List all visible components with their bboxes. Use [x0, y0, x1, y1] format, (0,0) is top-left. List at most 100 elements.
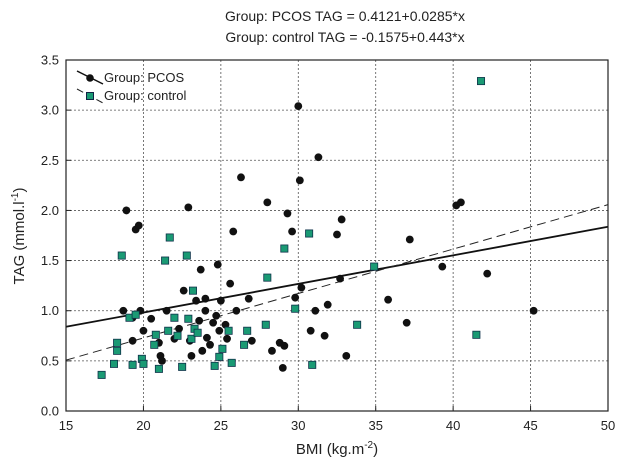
pcos-point: [336, 274, 344, 283]
x-tick-label: 35: [368, 418, 382, 433]
control-regression-line: [65, 204, 609, 361]
control-point: [178, 362, 187, 371]
title-line-1: Group: PCOS TAG = 0.4121+0.0285*x: [225, 8, 465, 24]
pcos-point: [215, 326, 224, 335]
plot-frame: [65, 59, 609, 412]
pcos-point: [280, 341, 289, 350]
control-point: [117, 251, 126, 260]
pcos-point: [232, 306, 241, 315]
control-point: [165, 233, 174, 242]
pcos-point: [201, 306, 210, 315]
pcos-point: [529, 306, 538, 315]
pcos-point: [223, 334, 231, 343]
pcos-point: [216, 296, 225, 305]
x-axis-ticks: 15 20 25 30 35 40 45 50: [59, 406, 615, 433]
control-point: [170, 313, 179, 322]
pcos-point: [195, 316, 204, 325]
control-point: [113, 338, 122, 347]
pcos-point: [268, 346, 276, 355]
control-point: [308, 360, 317, 369]
pcos-point: [209, 318, 218, 327]
x-tick-label: 15: [59, 418, 73, 433]
control-point: [477, 77, 486, 86]
pcos-point: [456, 198, 465, 207]
pcos-point: [134, 221, 143, 230]
pcos-point: [229, 227, 238, 236]
pcos-point: [179, 286, 188, 295]
y-tick-label: 2.5: [41, 153, 59, 168]
control-point: [291, 304, 300, 313]
control-point: [128, 360, 137, 369]
x-tick-label: 20: [136, 418, 150, 433]
pcos-point: [402, 318, 411, 327]
pcos-point: [162, 306, 171, 315]
control-point: [224, 326, 233, 335]
control-point: [97, 370, 106, 379]
pcos-point: [306, 326, 315, 335]
control-point: [164, 326, 173, 335]
pcos-point: [294, 102, 303, 111]
control-point: [215, 352, 224, 361]
pcos-point: [314, 153, 323, 162]
y-tick-label: 0.0: [41, 404, 59, 419]
pcos-point: [184, 203, 193, 212]
pcos-point: [221, 320, 230, 329]
control-point: [187, 334, 196, 343]
pcos-point: [203, 333, 211, 342]
y-tick-label: 3.5: [41, 53, 59, 68]
pcos-point: [247, 336, 256, 345]
y-tick-label: 1.5: [41, 253, 59, 268]
control-point: [182, 251, 191, 260]
y-axis-ticks: 0.0 0.5 1.0 1.5 2.0 2.5 3.0 3.5: [41, 53, 71, 419]
pcos-point: [405, 235, 414, 244]
control-point: [218, 344, 227, 353]
regression-lines: [65, 204, 609, 361]
pcos-point: [122, 206, 131, 215]
control-point: [472, 330, 481, 339]
pcos-point: [139, 326, 148, 335]
pcos-point: [187, 351, 196, 360]
x-axis-label: BMI (kg.m-2): [296, 440, 378, 458]
control-point: [173, 331, 182, 340]
chart-title: Group: PCOS TAG = 0.4121+0.0285*x Group:…: [225, 8, 465, 45]
pcos-point: [263, 198, 272, 207]
pcos-point: [198, 346, 207, 355]
pcos-point: [119, 306, 128, 315]
pcos-point: [147, 314, 156, 323]
y-tick-label: 2.0: [41, 203, 59, 218]
legend-control-label: Group: control: [104, 88, 186, 103]
x-tick-label: 25: [214, 418, 228, 433]
control-point: [210, 361, 219, 370]
pcos-point: [237, 173, 245, 182]
pcos-point: [295, 176, 304, 185]
data-points: [97, 77, 538, 379]
control-point: [353, 320, 362, 329]
pcos-point: [342, 351, 351, 360]
pcos-point: [175, 324, 183, 333]
control-point: [151, 330, 160, 339]
y-axis-label: TAG (mmol.l-1): [10, 188, 28, 285]
control-point: [113, 346, 122, 355]
control-point: [188, 286, 197, 295]
pcos-point: [337, 215, 346, 224]
pcos-point: [320, 331, 329, 340]
legend: Group: PCOS Group: control: [76, 70, 186, 104]
control-point: [305, 229, 314, 238]
y-tick-label: 3.0: [41, 103, 59, 118]
control-point: [161, 256, 170, 265]
x-tick-label: 45: [523, 418, 537, 433]
control-point: [280, 244, 289, 253]
control-point: [227, 358, 236, 367]
control-point: [370, 262, 379, 271]
pcos-point: [158, 356, 166, 365]
legend-pcos-marker: [86, 74, 94, 82]
control-point: [110, 359, 119, 368]
pcos-point: [278, 363, 287, 372]
x-tick-label: 30: [291, 418, 305, 433]
pcos-point: [384, 295, 393, 304]
pcos-point: [283, 209, 292, 218]
pcos-point: [212, 311, 221, 320]
pcos-point: [226, 279, 235, 288]
pcos-point: [297, 283, 306, 292]
